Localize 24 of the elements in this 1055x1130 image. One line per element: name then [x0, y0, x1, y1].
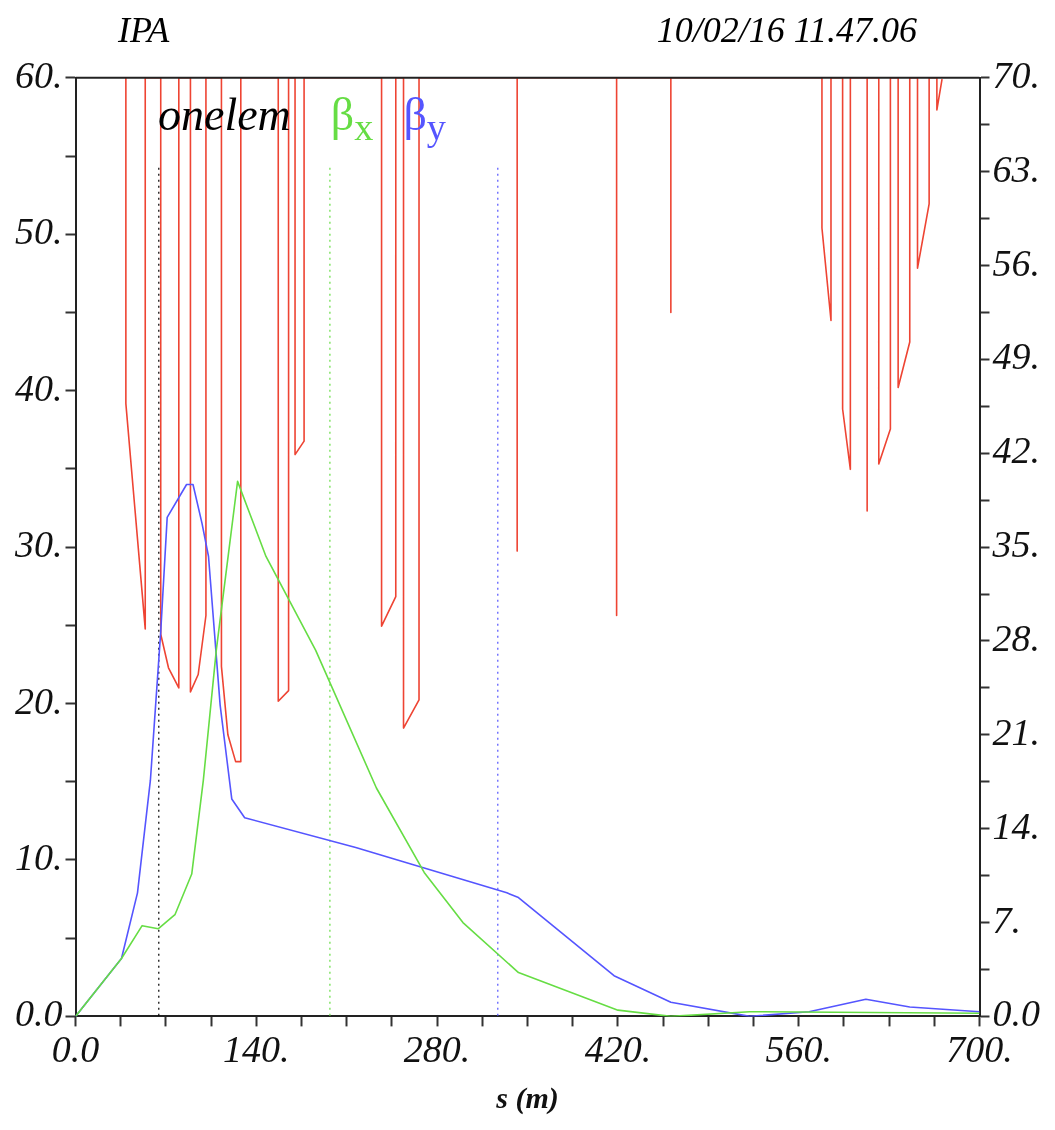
y2-tick-label: 70.	[992, 53, 1040, 96]
y2-tick-label: 21.	[992, 710, 1040, 753]
x-tick-label: 140.	[223, 1028, 290, 1071]
y-tick-label: 50.	[15, 210, 63, 253]
chart-title: IPA	[118, 9, 170, 52]
y2-tick-label: 63.	[992, 147, 1040, 190]
text: β$_{x}$	[330, 88, 374, 150]
y2-tick-label: 14.	[992, 804, 1040, 847]
x-tick-label: 420.	[584, 1028, 652, 1071]
chart-subtitle: 10/02/16 11.47.06	[656, 9, 917, 52]
y-tick-label: 60.	[15, 53, 63, 96]
y-tick-label: 10.	[15, 835, 63, 878]
y2-tick-label: 42.	[992, 429, 1040, 472]
y2-tick-label: 28.	[992, 616, 1040, 659]
y-tick-label: 30.	[14, 523, 63, 566]
y2-tick-label: 56.	[992, 241, 1040, 284]
y-tick-label: 40.	[15, 366, 63, 409]
y2-tick-label: 49.	[992, 335, 1040, 378]
y2-tick-label: 7.	[992, 898, 1021, 941]
y-tick-label: 20.	[15, 679, 63, 722]
y2-tick-label: 35.	[991, 523, 1040, 566]
x-axis-title: s (m)	[495, 1080, 559, 1115]
x-tick-label: 280.	[403, 1028, 471, 1071]
x-tick-label: 560.	[765, 1028, 832, 1071]
